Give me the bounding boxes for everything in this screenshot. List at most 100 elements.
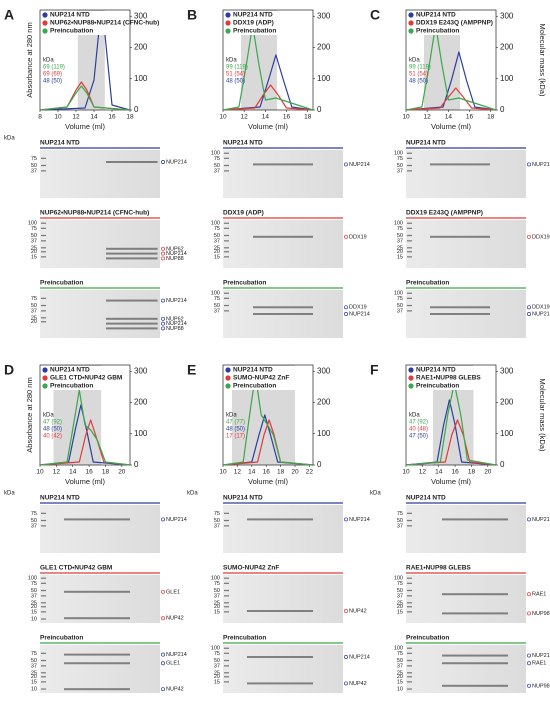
marker-label: 75	[214, 511, 220, 517]
y2-tick-label: 0	[317, 105, 322, 114]
marker-band	[41, 665, 46, 667]
protein-band	[247, 610, 313, 612]
protein-band	[64, 617, 130, 620]
band-label: NUP214	[166, 298, 187, 304]
band-label: DDX19	[349, 305, 367, 311]
gel	[40, 150, 160, 198]
y2-tick-label: 0	[500, 460, 505, 469]
gel-title: Preincubation	[223, 635, 266, 642]
marker-band	[41, 251, 46, 253]
marker-band	[224, 595, 229, 597]
marker-label: 100	[394, 221, 403, 227]
trace	[405, 87, 497, 111]
marker-label: 37	[397, 238, 403, 244]
marker-band	[224, 222, 229, 224]
band-pointer	[527, 312, 531, 316]
marker-label: 50	[31, 303, 37, 309]
protein-band	[442, 612, 508, 615]
marker-label: 50	[214, 303, 220, 309]
marker-label: 37	[397, 593, 403, 599]
marker-label: 50	[397, 303, 403, 309]
band-label: GLE1	[166, 661, 180, 667]
marker-label: 37	[31, 168, 37, 174]
protein-band	[253, 235, 313, 238]
x-tick-label: 16	[263, 469, 271, 476]
marker-label: 25	[31, 315, 37, 321]
band-pointer	[527, 661, 531, 666]
legend-dot	[42, 375, 48, 381]
band-label: NUP214	[166, 517, 187, 523]
marker-label: 15	[31, 254, 37, 260]
band-pointer	[344, 517, 348, 522]
y2-tick-label: 200	[317, 398, 331, 407]
marker-band	[407, 251, 412, 253]
gel	[406, 220, 526, 268]
gel	[406, 575, 526, 623]
panel-letter: E	[187, 362, 196, 378]
marker-label: 20	[397, 604, 403, 610]
marker-label: 50	[397, 163, 403, 169]
marker-label: 20	[31, 249, 37, 255]
legend-dot	[42, 383, 48, 389]
marker-band	[224, 310, 229, 312]
legend-label: RAE1•NUP98 GLEBS	[416, 375, 481, 382]
marker-label: 50	[31, 588, 37, 594]
marker-band	[224, 652, 229, 654]
gel-title: SUMO-NUP42 ZnF	[223, 565, 279, 572]
marker-label: 20	[397, 674, 403, 680]
y2-tick-label: 300	[134, 366, 148, 375]
marker-label: 10	[397, 686, 403, 692]
band-pointer	[344, 681, 348, 686]
marker-label: 10	[31, 686, 37, 692]
band-label: NUP214	[532, 517, 550, 523]
protein-band	[64, 662, 130, 665]
marker-band	[407, 589, 412, 592]
y2-tick-label: 300	[134, 11, 148, 20]
marker-label: 100	[28, 221, 37, 227]
legend-bg	[224, 366, 312, 390]
x-tick-label: 18	[126, 114, 134, 121]
protein-band	[64, 590, 130, 593]
marker-label: 25	[214, 600, 220, 606]
legend-label: DDX19 E243Q (AMPPNP)	[416, 20, 493, 27]
marker-band	[224, 606, 229, 608]
marker-label: 50	[214, 518, 220, 524]
marker-band	[41, 240, 46, 242]
marker-band	[41, 652, 46, 654]
marker-label: 15	[397, 679, 403, 685]
marker-band	[224, 170, 229, 172]
marker-band	[407, 234, 412, 237]
panel-letter: F	[370, 362, 379, 378]
x-tick-label: 10	[402, 469, 410, 476]
band-label: NUP214	[166, 159, 187, 165]
x-tick-label: 22	[306, 469, 314, 476]
marker-band	[224, 659, 229, 662]
marker-band	[224, 602, 229, 604]
protein-band	[253, 306, 313, 309]
band-pointer	[161, 298, 165, 303]
x-tick-label: 18	[304, 114, 312, 121]
marker-band	[41, 681, 46, 683]
protein-band	[253, 313, 313, 315]
plot-frame	[39, 364, 131, 466]
protein-band	[106, 247, 158, 250]
marker-band	[41, 602, 46, 604]
marker-label: 37	[397, 308, 403, 314]
kda-label: kDa	[370, 491, 381, 497]
gel-title: Preincubation	[406, 280, 449, 287]
panel-letter: B	[187, 7, 197, 23]
x-tick-label: 14	[90, 114, 98, 121]
legend-dot	[408, 12, 414, 18]
mass-header: kDa	[226, 413, 237, 419]
marker-label: 37	[214, 663, 220, 669]
marker-label: 100	[394, 151, 403, 157]
marker-band	[407, 247, 412, 249]
band-label: GLE1	[166, 589, 180, 595]
x-tick-label: 20	[291, 469, 299, 476]
band-label: NUP42	[349, 608, 367, 614]
trace	[222, 374, 314, 466]
band-label: NUP214	[166, 321, 187, 327]
marker-label: 100	[28, 576, 37, 582]
y2-tick-label: 200	[500, 43, 514, 52]
